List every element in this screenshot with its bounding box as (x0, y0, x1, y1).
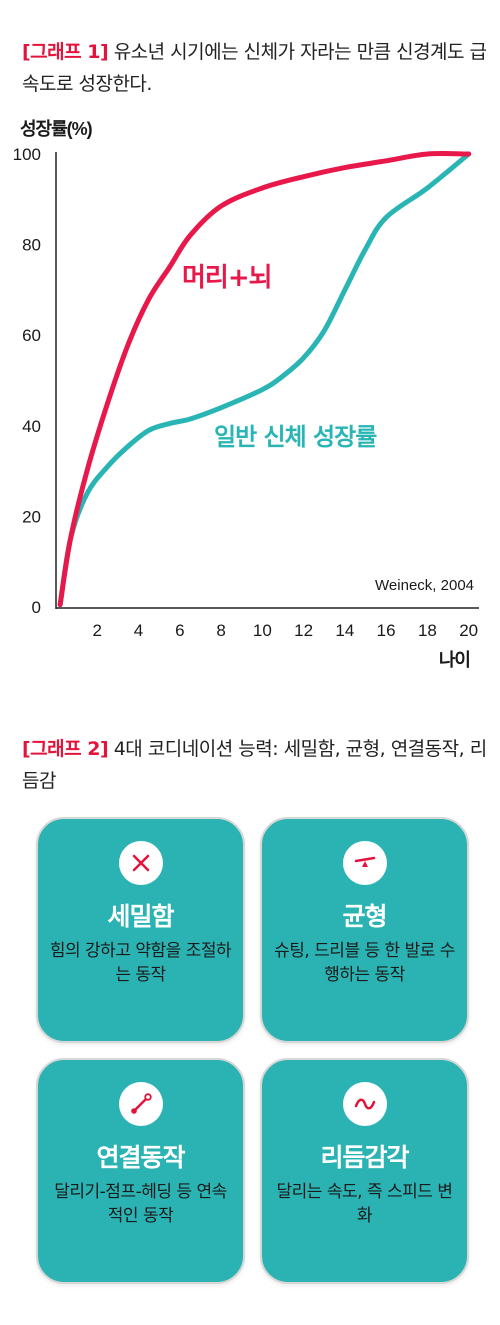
card-title: 리듬감각 (320, 1143, 409, 1172)
x-icon (118, 841, 163, 885)
y-tick-label: 60 (22, 326, 41, 345)
series-label-general-growth: 일반 신체 성장률 (214, 423, 377, 451)
card-title: 연결동작 (96, 1143, 185, 1172)
link-icon (118, 1082, 163, 1126)
series-line-general-growth (57, 151, 472, 608)
x-tick-label: 16 (377, 621, 396, 640)
graph2-caption: [그래프 2] 4대 코디네이션 능력: 세밀함, 균형, 연결동작, 리듬감 (22, 733, 492, 797)
x-tick-label: 10 (253, 621, 272, 640)
graph2-tag: [그래프 2] (22, 738, 109, 760)
y-tick-label: 40 (22, 417, 41, 436)
growth-chart: 0 20 40 60 80 100 2 4 6 8 10 12 14 16 18 20 성장률(%) 나이 W… (13, 119, 479, 670)
x-tick-label: 12 (294, 621, 313, 640)
x-tick-label: 4 (134, 621, 143, 640)
x-tick-label: 20 (459, 621, 478, 640)
card-description: 힘의 강하고 약함을 조절하는 동작 (49, 941, 232, 985)
y-tick-label: 0 (32, 598, 41, 617)
x-tick-label: 2 (93, 621, 102, 640)
card-rhythm: 리듬감각 달리는 속도, 즉 스피드 변화 (260, 1058, 469, 1284)
card-title: 세밀함 (107, 902, 174, 931)
x-tick-label: 14 (335, 621, 354, 640)
card-connection: 연결동작 달리기-점프-헤딩 등 연속적인 동작 (36, 1058, 245, 1284)
chart-axes (55, 152, 479, 609)
card-description: 슈팅, 드리블 등 한 발로 수행하는 동작 (274, 941, 455, 985)
y-axis-label: 성장률(%) (20, 119, 93, 139)
chart-lines (57, 151, 472, 608)
graph1-text: 유소년 시기에는 신체가 자라는 만큼 신경계도 급속도로 성장한다. (22, 41, 487, 95)
x-tick-label: 8 (216, 621, 225, 640)
y-tick-label: 100 (13, 145, 41, 164)
card-balance: 균형 슈팅, 드리블 등 한 발로 수행하는 동작 (260, 817, 469, 1043)
card-precision: 세밀함 힘의 강하고 약함을 조절하는 동작 (36, 817, 245, 1043)
graph2-text: 4대 코디네이션 능력: 세밀함, 균형, 연결동작, 리듬감 (22, 738, 487, 792)
seesaw-icon (342, 841, 387, 885)
graph1-caption: [그래프 1] 유소년 시기에는 신체가 자라는 만큼 신경계도 급속도로 성장… (22, 36, 492, 100)
card-description: 달리기-점프-헤딩 등 연속적인 동작 (54, 1182, 227, 1226)
x-tick-label: 6 (175, 621, 184, 640)
source-annotation: Weineck, 2004 (375, 577, 474, 594)
y-tick-label: 20 (22, 507, 41, 526)
card-description: 달리는 속도, 즉 스피드 변화 (276, 1182, 453, 1226)
series-line-head-brain (57, 151, 472, 608)
x-axis-label: 나이 (439, 650, 470, 670)
wave-icon (342, 1082, 387, 1126)
y-tick-label: 80 (22, 236, 41, 255)
chart-ticks: 0 20 40 60 80 100 2 4 6 8 10 12 14 16 18 20 (13, 145, 479, 640)
series-label-head-brain: 머리+뇌 (182, 263, 272, 293)
card-title: 균형 (342, 902, 387, 931)
x-tick-label: 18 (418, 621, 437, 640)
graph1-tag: [그래프 1] (22, 41, 109, 63)
